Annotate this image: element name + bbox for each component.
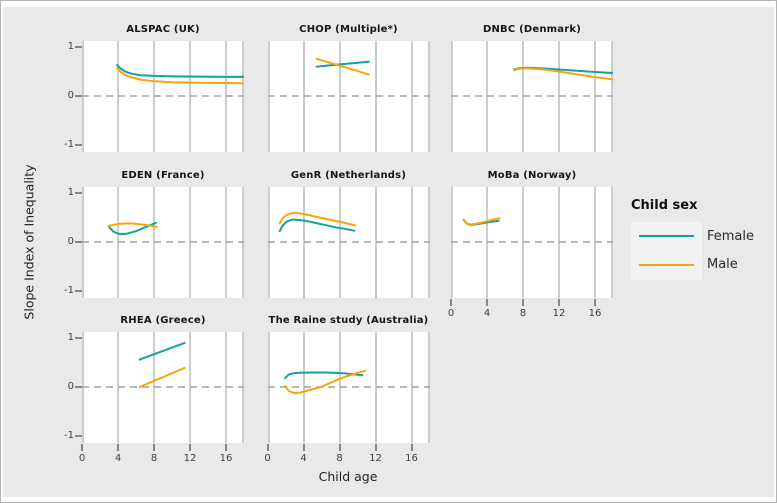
y-tick-label: 1 <box>67 41 74 52</box>
facet-title: The Raine study (Australia) <box>268 315 429 326</box>
y-tick-label: -1 <box>64 430 74 441</box>
series-line-male <box>315 57 370 76</box>
facet-panel <box>451 187 613 298</box>
facet-plot-area <box>451 41 613 152</box>
series-line-male <box>462 217 501 226</box>
series-line-male <box>116 67 244 85</box>
y-tick-mark <box>75 144 82 146</box>
facet-plot-area <box>451 187 613 298</box>
y-tick-mark <box>75 46 82 48</box>
x-tick-mark <box>302 444 305 451</box>
facet-title: CHOP (Multiple*) <box>299 24 398 35</box>
facet-panel <box>82 187 244 298</box>
facet-plot-area <box>82 332 244 443</box>
y-tick-mark <box>75 95 82 97</box>
series-line-female <box>116 64 244 78</box>
x-tick-label: 12 <box>183 453 197 464</box>
facet-panel <box>82 41 244 152</box>
x-tick-mark <box>117 444 119 451</box>
x-tick-label: 0 <box>264 453 271 464</box>
x-tick-mark <box>594 299 596 306</box>
x-tick-mark <box>410 444 413 451</box>
series-line-male <box>513 67 613 81</box>
x-tick-label: 0 <box>78 453 86 464</box>
y-tick-mark <box>75 435 82 437</box>
x-tick-label: 16 <box>405 453 418 464</box>
series-line-female <box>283 371 363 380</box>
legend-key-box <box>631 222 702 280</box>
facet-plot-area <box>267 332 430 443</box>
x-tick-mark <box>225 444 227 451</box>
x-tick-mark <box>338 444 341 451</box>
y-tick-mark <box>75 241 82 243</box>
x-tick-label: 16 <box>219 453 233 464</box>
x-tick-mark <box>374 444 377 451</box>
x-tick-mark <box>81 444 83 451</box>
facet-title: DNBC (Denmark) <box>482 24 581 35</box>
legend-male-line-swatch <box>639 264 694 266</box>
y-tick-mark <box>75 386 82 388</box>
facet-panel <box>451 41 613 152</box>
x-tick-label: 8 <box>150 453 158 464</box>
series-line-female <box>278 218 355 233</box>
y-tick-label: 0 <box>67 381 74 392</box>
y-tick-label: 1 <box>67 332 74 343</box>
facet-title: ALSPAC (UK) <box>126 24 200 35</box>
x-tick-mark <box>153 444 155 451</box>
x-tick-label: 12 <box>369 453 382 464</box>
y-axis-title-text: Slope Index of Inequality <box>21 164 37 320</box>
x-tick-label: 12 <box>552 308 566 319</box>
x-tick-label: 8 <box>519 308 527 319</box>
y-tick-label: 0 <box>67 236 74 247</box>
series-line-male <box>138 366 186 388</box>
x-tick-label: 16 <box>588 308 602 319</box>
x-tick-mark <box>522 299 524 306</box>
series-line-male <box>278 211 356 227</box>
series-line-male <box>108 222 158 228</box>
facet-panel <box>267 187 430 298</box>
series-line-female <box>138 341 186 361</box>
y-tick-label: 1 <box>67 187 74 198</box>
x-tick-label: 4 <box>114 453 122 464</box>
facet-title: RHEA (Greece) <box>120 315 206 326</box>
y-tick-mark <box>75 192 82 194</box>
x-tick-label: 4 <box>300 453 307 464</box>
x-tick-mark <box>266 444 269 451</box>
facet-title: MoBa (Norway) <box>487 170 577 181</box>
x-tick-label: 0 <box>447 308 455 319</box>
facet-title: EDEN (France) <box>121 170 205 181</box>
y-tick-mark <box>75 290 82 292</box>
x-axis-title: Child age <box>318 469 378 484</box>
legend-title: Child sex <box>631 198 698 213</box>
facet-plot-area <box>82 41 244 152</box>
facet-plot-area <box>267 41 430 152</box>
series-line-female <box>315 60 370 68</box>
facet-panel <box>267 41 430 152</box>
facet-panel <box>267 332 430 443</box>
y-tick-mark <box>75 337 82 339</box>
x-tick-label: 4 <box>483 308 491 319</box>
x-tick-label: 8 <box>336 453 343 464</box>
x-tick-mark <box>486 299 488 306</box>
y-tick-label: 0 <box>67 90 74 101</box>
series-line-male <box>283 369 366 395</box>
x-tick-mark <box>189 444 191 451</box>
facet-plot-area <box>267 187 430 298</box>
series-line-female <box>108 221 157 236</box>
legend-female-line-swatch <box>639 235 694 237</box>
facet-plot-area <box>82 187 244 298</box>
facet-panel <box>82 332 244 443</box>
x-tick-mark <box>558 299 560 306</box>
x-tick-mark <box>450 299 452 306</box>
y-tick-label: -1 <box>64 139 74 150</box>
y-tick-label: -1 <box>64 285 74 296</box>
facet-title: GenR (Netherlands) <box>290 170 407 181</box>
legend-label-female: Female <box>707 229 755 244</box>
legend-label-male: Male <box>707 257 738 272</box>
